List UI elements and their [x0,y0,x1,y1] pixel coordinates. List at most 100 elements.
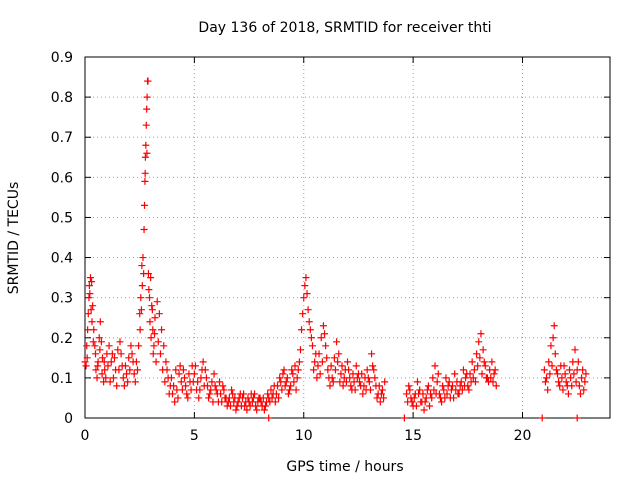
data-point [178,386,186,394]
data-point [576,390,584,398]
data-point [454,390,462,398]
data-point [312,350,320,358]
data-point [208,378,216,386]
data-point [334,358,342,366]
data-point [89,302,97,310]
data-point [470,366,478,374]
data-point [293,374,301,382]
data-point [579,366,587,374]
data-point [91,342,99,350]
data-point [107,358,115,366]
data-point [479,346,487,354]
data-point [284,390,292,398]
data-point [540,366,548,374]
data-point [557,362,565,370]
data-point [574,358,582,366]
data-point [89,338,97,346]
data-point [329,378,337,386]
data-point [353,374,361,382]
data-point [314,362,322,370]
data-point [473,350,481,358]
data-point [339,382,347,390]
data-point [301,282,309,290]
data-point [100,378,108,386]
data-point [175,370,183,378]
data-point [127,342,135,350]
data-point [337,370,345,378]
data-point [93,374,101,382]
data-point [234,398,242,406]
data-point [561,370,569,378]
data-point [379,386,386,394]
data-point [205,394,213,402]
data-point [143,93,151,101]
data-point [172,366,180,374]
y-tick-label: 0.2 [51,331,73,347]
data-point [352,362,360,370]
data-point [156,350,164,358]
data-point [359,390,367,398]
data-point [86,290,94,298]
data-point [580,386,588,394]
data-point [149,326,157,334]
data-point [441,394,449,402]
data-point [96,318,104,326]
data-point [471,378,479,386]
data-point [458,386,466,394]
data-point [400,414,408,422]
data-point [281,382,289,390]
data-point [356,378,364,386]
data-point [440,386,448,394]
data-point [311,358,319,366]
data-point [116,338,124,346]
data-point [433,378,441,386]
data-point [333,338,341,346]
data-point [210,370,218,378]
data-point [365,378,373,386]
data-point [292,386,300,394]
data-point [86,274,94,282]
data-point [114,346,122,354]
data-point [187,386,195,394]
data-point [174,394,182,402]
x-tick-label: 15 [404,428,422,444]
data-point [381,378,389,386]
data-point [176,362,184,370]
data-point [128,350,136,358]
y-tick-label: 0.4 [51,251,73,267]
data-point [160,342,168,350]
y-tick-label: 0.3 [51,291,73,307]
y-tick-label: 0.5 [51,210,73,226]
data-point [428,394,436,402]
data-point [165,390,173,398]
data-point [182,382,190,390]
data-point [141,169,149,177]
data-point [306,326,314,334]
data-point [316,370,324,378]
data-point [358,370,366,378]
data-point [556,382,564,390]
data-point [492,382,500,390]
data-point [94,362,102,370]
data-point [377,390,385,398]
data-point [170,382,178,390]
data-point [84,310,92,318]
x-tick-label: 5 [190,428,199,444]
data-point [179,366,187,374]
data-point [347,382,355,390]
data-point [286,386,294,394]
data-point [475,338,483,346]
data-point [331,366,339,374]
data-point [167,374,175,382]
data-point [141,201,148,209]
data-point [226,402,234,410]
data-point [424,382,432,390]
data-point [100,358,108,366]
data-point [146,294,154,302]
data-point [342,378,350,386]
data-point [248,398,256,406]
data-point [551,350,559,358]
data-point [363,366,371,374]
data-point [277,378,285,386]
data-point [375,382,383,390]
